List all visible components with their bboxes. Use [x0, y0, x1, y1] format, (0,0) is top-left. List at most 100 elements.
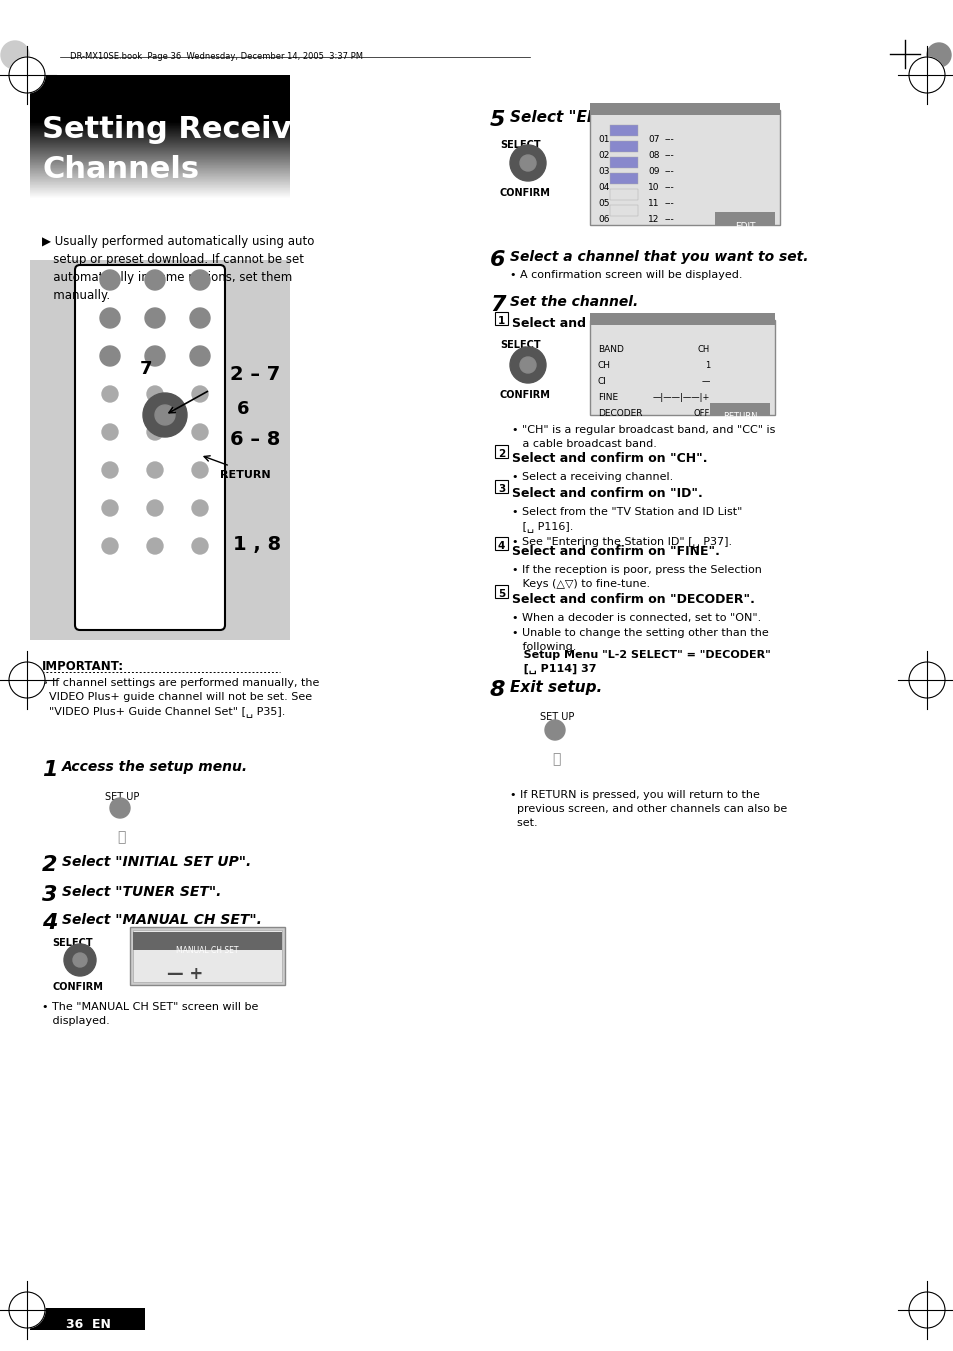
Text: SELECT: SELECT: [52, 938, 92, 948]
Text: • If the reception is poor, press the Selection
   Keys (△▽) to fine-tune.: • If the reception is poor, press the Se…: [512, 565, 761, 589]
Text: 2 – 7: 2 – 7: [230, 365, 280, 384]
Text: 07: 07: [647, 135, 659, 145]
Circle shape: [544, 720, 564, 740]
Text: 01: 01: [598, 135, 609, 145]
Circle shape: [100, 346, 120, 366]
Text: 1: 1: [42, 761, 57, 780]
Text: 36  EN: 36 EN: [66, 1319, 111, 1331]
Circle shape: [64, 944, 96, 975]
Text: • If channel settings are performed manually, the
  VIDEO Plus+ guide channel wi: • If channel settings are performed manu…: [42, 678, 319, 717]
Bar: [589, 313, 774, 326]
Text: 10: 10: [647, 182, 659, 192]
Text: Setting Receiving: Setting Receiving: [42, 115, 345, 145]
Text: • The "MANUAL CH SET" screen will be
   displayed.: • The "MANUAL CH SET" screen will be dis…: [42, 1002, 258, 1025]
Circle shape: [190, 308, 210, 328]
Text: CONFIRM: CONFIRM: [499, 188, 550, 199]
Circle shape: [145, 346, 165, 366]
Text: SELECT: SELECT: [499, 141, 540, 150]
Text: Exit setup.: Exit setup.: [510, 680, 601, 694]
Text: CI: CI: [598, 377, 606, 386]
Text: 5: 5: [490, 109, 505, 130]
Bar: [589, 103, 780, 115]
Text: 2: 2: [497, 449, 504, 459]
Bar: [589, 109, 780, 226]
Bar: [714, 212, 774, 226]
Circle shape: [100, 308, 120, 328]
Bar: [132, 929, 282, 982]
Text: 8: 8: [490, 680, 505, 700]
Text: Channels: Channels: [42, 155, 199, 184]
Text: CONFIRM: CONFIRM: [499, 390, 550, 400]
Text: • "CH" is a regular broadcast band, and "CC" is
   a cable broadcast band.: • "CH" is a regular broadcast band, and …: [512, 426, 775, 449]
Circle shape: [147, 538, 163, 554]
Circle shape: [147, 462, 163, 478]
Circle shape: [145, 270, 165, 290]
Text: Access the setup menu.: Access the setup menu.: [62, 761, 248, 774]
Bar: [495, 536, 507, 550]
Text: ---: ---: [664, 135, 674, 145]
Text: 7: 7: [140, 359, 152, 378]
Text: Select "TUNER SET".: Select "TUNER SET".: [62, 885, 221, 898]
Circle shape: [519, 155, 536, 172]
Text: Select and confirm on "CH".: Select and confirm on "CH".: [512, 453, 707, 465]
Text: ▶ Usually performed automatically using auto
   setup or preset download. If can: ▶ Usually performed automatically using …: [42, 235, 314, 303]
Circle shape: [192, 386, 208, 403]
Circle shape: [510, 347, 545, 382]
Text: Select "INITIAL SET UP".: Select "INITIAL SET UP".: [62, 855, 251, 869]
Text: SET UP: SET UP: [105, 792, 139, 802]
Bar: [30, 259, 290, 640]
Text: 4: 4: [497, 540, 505, 551]
Text: • Unable to change the setting other than the
   following.: • Unable to change the setting other tha…: [512, 628, 768, 653]
Text: 02: 02: [598, 151, 609, 159]
Bar: [609, 205, 638, 216]
Text: • Select from the "TV Station and ID List"
   [␣ P116].
• See "Entering the Stat: • Select from the "TV Station and ID Lis…: [512, 507, 741, 547]
Bar: [495, 444, 507, 458]
Bar: [609, 157, 638, 168]
Bar: [609, 173, 638, 184]
Circle shape: [102, 462, 118, 478]
Text: 6 – 8: 6 – 8: [230, 430, 280, 449]
Bar: [130, 927, 285, 985]
Text: ---: ---: [664, 168, 674, 176]
Text: Select "EDIT".: Select "EDIT".: [510, 109, 629, 126]
Text: ---: ---: [664, 199, 674, 208]
Text: 1 , 8: 1 , 8: [233, 535, 281, 554]
Text: Select "MANUAL CH SET".: Select "MANUAL CH SET".: [62, 913, 262, 927]
Circle shape: [143, 393, 187, 436]
Circle shape: [102, 424, 118, 440]
Bar: [709, 403, 769, 415]
Text: ---: ---: [664, 151, 674, 159]
Text: CH: CH: [697, 345, 709, 354]
Bar: [30, 1308, 145, 1329]
Circle shape: [73, 952, 87, 967]
Bar: [495, 480, 507, 493]
Text: 06: 06: [598, 215, 609, 224]
Circle shape: [519, 357, 536, 373]
Text: —|——|——|+: —|——|——|+: [652, 393, 709, 403]
Text: Select a channel that you want to set.: Select a channel that you want to set.: [510, 250, 807, 263]
Text: 03: 03: [598, 168, 609, 176]
Text: 4: 4: [42, 913, 57, 934]
Text: • If RETURN is pressed, you will return to the
  previous screen, and other chan: • If RETURN is pressed, you will return …: [510, 790, 786, 828]
Bar: [609, 141, 638, 153]
Text: • Select a receiving channel.: • Select a receiving channel.: [512, 471, 673, 482]
Circle shape: [154, 405, 174, 426]
Text: RETURN: RETURN: [220, 470, 271, 480]
Text: RETURN: RETURN: [722, 412, 757, 422]
Circle shape: [9, 662, 45, 698]
Text: Select and confirm on "ID".: Select and confirm on "ID".: [512, 486, 702, 500]
Text: 5: 5: [497, 589, 504, 598]
Circle shape: [100, 270, 120, 290]
Circle shape: [9, 1292, 45, 1328]
Text: BAND: BAND: [598, 345, 623, 354]
Text: — +: — +: [167, 965, 203, 984]
Text: 6: 6: [236, 400, 250, 417]
Circle shape: [908, 1292, 944, 1328]
Text: DECODER: DECODER: [598, 409, 641, 417]
Text: ✋: ✋: [117, 830, 125, 844]
Circle shape: [147, 500, 163, 516]
Text: EDIT: EDIT: [734, 222, 755, 231]
Text: • When a decoder is connected, set to "ON".: • When a decoder is connected, set to "O…: [512, 613, 760, 623]
Text: IMPORTANT:: IMPORTANT:: [42, 661, 124, 673]
Bar: [609, 126, 638, 136]
